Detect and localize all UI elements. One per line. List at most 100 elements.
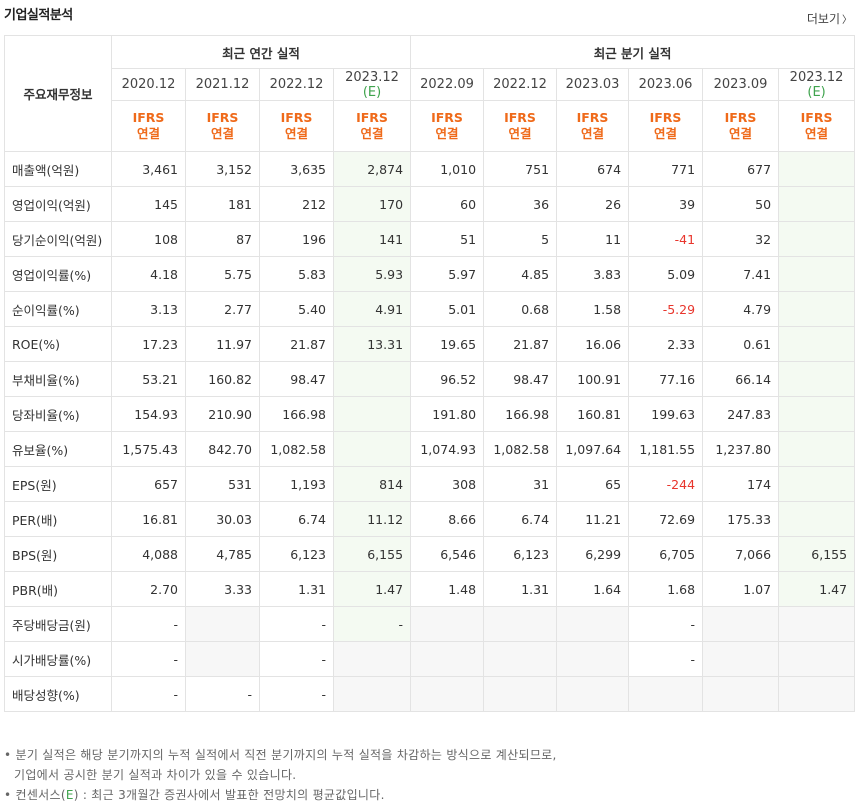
footnote-2-suffix: ) : 최근 3개월간 증권사에서 발표한 전망치의 평균값입니다.: [73, 788, 385, 802]
basis-consolidated: 연결: [508, 126, 532, 141]
table-cell: 108: [111, 221, 186, 257]
table-cell: -: [628, 606, 704, 642]
period-header-quarter-5: 2023.12 (E): [778, 68, 856, 101]
table-cell: [332, 396, 412, 432]
more-link-label[interactable]: 더보기: [806, 12, 840, 26]
table-cell: 16.81: [111, 501, 186, 537]
table-cell: 5: [483, 221, 558, 257]
row-label: 시가배당률(%): [4, 641, 112, 677]
table-cell: [332, 676, 412, 712]
table-cell: 96.52: [410, 361, 485, 397]
row-label: 부채비율(%): [4, 361, 112, 397]
table-cell: [778, 466, 856, 502]
basis-consolidated: 연결: [581, 126, 605, 141]
table-cell: [483, 676, 558, 712]
table-cell: 1,575.43: [111, 431, 186, 467]
table-row: 순이익률(%) 3.13 2.77 5.40 4.91 5.01 0.68 1.58 -5.29…: [4, 291, 856, 327]
basis-ifrs: IFRS: [724, 110, 757, 125]
table-cell: 1,082.58: [483, 431, 558, 467]
table-cell: -: [628, 641, 704, 677]
row-label: 순이익률(%): [4, 291, 112, 327]
footnote-2-estimate-mark: E: [65, 788, 74, 802]
table-cell: 7,066: [702, 536, 780, 572]
basis-consolidated: 연결: [210, 126, 234, 141]
period-header-quarter-4: 2023.09: [702, 68, 780, 101]
basis-header-4: IFRS 연결: [410, 100, 485, 152]
table-cell: 814: [332, 466, 412, 502]
table-cell: 1,010: [410, 151, 485, 187]
table-cell: [483, 641, 558, 677]
table-cell: 1.64: [556, 571, 630, 607]
row-label: EPS(원): [4, 466, 112, 502]
table-cell: 6,123: [483, 536, 558, 572]
table-cell: 1,074.93: [410, 431, 485, 467]
table-cell: 3.83: [556, 256, 630, 292]
table-cell: [410, 676, 485, 712]
table-cell: 19.65: [410, 326, 485, 362]
row-label: 영업이익(억원): [4, 186, 112, 222]
table-cell: 16.06: [556, 326, 630, 362]
chevron-right-icon: 〉: [842, 15, 852, 26]
table-cell: 6,705: [628, 536, 704, 572]
table-cell: [778, 361, 856, 397]
row-label: 영업이익률(%): [4, 256, 112, 292]
basis-consolidated: 연결: [284, 126, 308, 141]
table-cell: 72.69: [628, 501, 704, 537]
table-cell: 199.63: [628, 396, 704, 432]
table-cell: 1,097.64: [556, 431, 630, 467]
table-cell: [332, 361, 412, 397]
table-cell: 212: [259, 186, 334, 222]
table-row: PBR(배) 2.70 3.33 1.31 1.47 1.48 1.31 1.64 1.68 1.…: [4, 571, 856, 607]
table-cell: 842.70: [185, 431, 260, 467]
table-cell: 154.93: [111, 396, 186, 432]
table-cell: [778, 256, 856, 292]
table-cell: 11.21: [556, 501, 630, 537]
more-link[interactable]: 더보기 〉: [807, 10, 852, 27]
basis-ifrs: IFRS: [132, 110, 165, 125]
table-cell: 3,461: [111, 151, 186, 187]
table-cell: 17.23: [111, 326, 186, 362]
footnote-2: • 컨센서스(E) : 최근 3개월간 증권사에서 발표한 전망치의 평균값입니…: [4, 788, 385, 802]
table-cell: [702, 606, 780, 642]
table-cell: 11: [556, 221, 630, 257]
basis-header-6: IFRS 연결: [556, 100, 630, 152]
table-cell: [778, 431, 856, 467]
table-cell: 181: [185, 186, 260, 222]
table-cell: -: [111, 641, 186, 677]
table-cell: 1.31: [259, 571, 334, 607]
table-cell: 39: [628, 186, 704, 222]
table-cell: 6,299: [556, 536, 630, 572]
table-cell: 531: [185, 466, 260, 502]
table-cell: 2.77: [185, 291, 260, 327]
table-cell: 1,193: [259, 466, 334, 502]
table-cell: 0.68: [483, 291, 558, 327]
table-cell: 1.47: [778, 571, 856, 607]
footnotes: • 분기 실적은 해당 분기까지의 누적 실적에서 직전 분기까지의 누적 실적…: [4, 745, 557, 805]
period-header-annual-2: 2022.12: [259, 68, 334, 101]
table-row: BPS(원) 4,088 4,785 6,123 6,155 6,546 6,123 6,29…: [4, 536, 856, 572]
table-cell: 65: [556, 466, 630, 502]
period-date: 2023.03: [565, 77, 620, 92]
table-cell: 4,785: [185, 536, 260, 572]
basis-ifrs: IFRS: [800, 110, 833, 125]
table-cell: 1,082.58: [259, 431, 334, 467]
basis-consolidated: 연결: [360, 126, 384, 141]
row-label: PER(배): [4, 501, 112, 537]
table-cell: 191.80: [410, 396, 485, 432]
table-cell: 21.87: [483, 326, 558, 362]
period-header-quarter-2: 2023.03: [556, 68, 630, 101]
table-cell: -: [332, 606, 412, 642]
table-cell: 50: [702, 186, 780, 222]
period-date: 2021.12: [195, 77, 250, 92]
period-header-annual-3: 2023.12 (E): [332, 68, 412, 101]
table-row: 당기순이익(억원) 108 87 196 141 51 5 11 -41 32: [4, 221, 856, 257]
footnote-1: • 분기 실적은 해당 분기까지의 누적 실적에서 직전 분기까지의 누적 실적…: [4, 748, 557, 762]
table-cell: 4.85: [483, 256, 558, 292]
table-cell: 4.91: [332, 291, 412, 327]
table-row: 매출액(억원) 3,461 3,152 3,635 2,874 1,010 751 674 77…: [4, 151, 856, 187]
period-date: 2020.12: [121, 77, 176, 92]
table-cell: 77.16: [628, 361, 704, 397]
table-cell: -: [259, 676, 334, 712]
table-cell: 11.97: [185, 326, 260, 362]
table-cell: 6,155: [332, 536, 412, 572]
